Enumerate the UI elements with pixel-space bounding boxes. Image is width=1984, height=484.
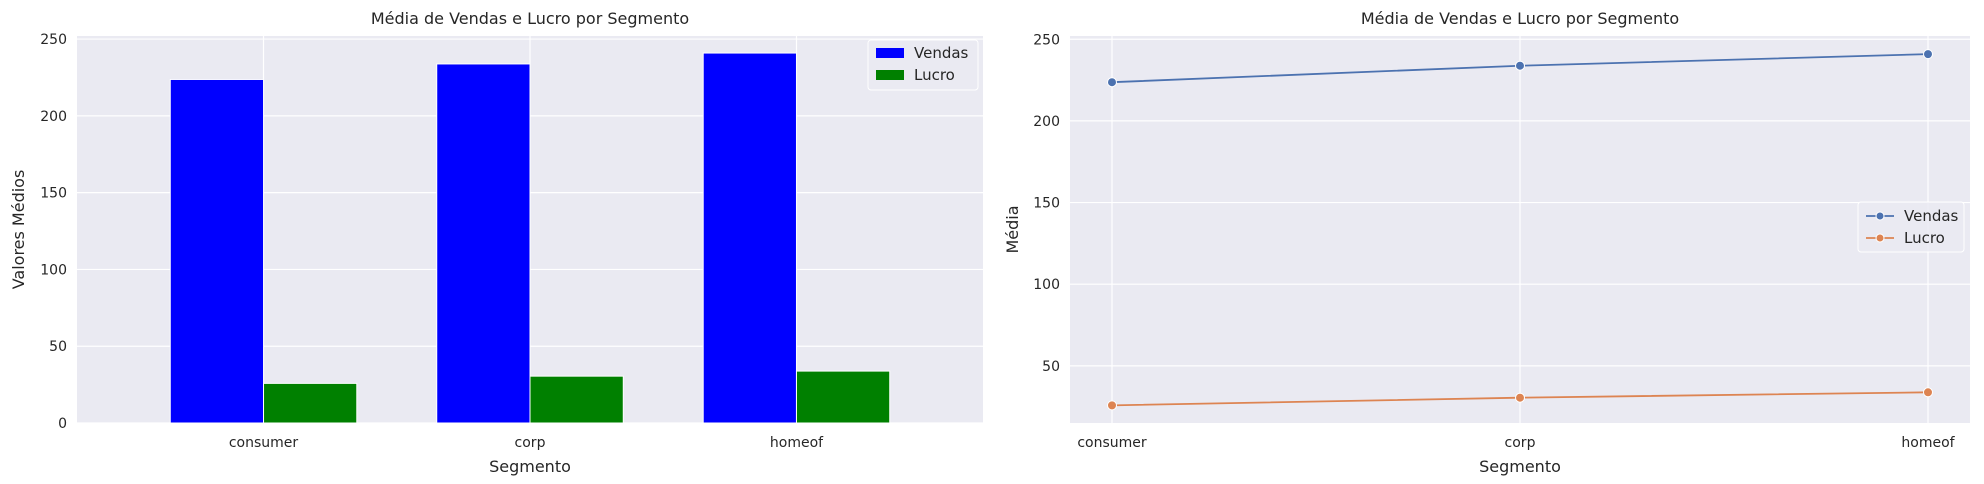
x-axis-label: Segmento [1479, 457, 1561, 476]
point-lucro-consumer [1107, 400, 1117, 411]
legend-swatch-vendas [876, 48, 904, 58]
bar-lucro-consumer [263, 382, 358, 424]
legend-label: Vendas [914, 44, 969, 62]
y-axis-label: Valores Médios [9, 170, 28, 290]
legend-label: Vendas [1904, 207, 1959, 225]
x-tick-label: homeof [770, 435, 824, 451]
point-vendas-homeof [1923, 49, 1933, 60]
chart-title: Média de Vendas e Lucro por Segmento [371, 9, 689, 28]
x-tick-label: consumer [1077, 435, 1147, 451]
bar-lucro-homeof [795, 370, 891, 424]
y-tick-label: 50 [49, 339, 67, 355]
legend-label: Lucro [1904, 229, 1945, 247]
legend-marker-lucro [1875, 233, 1885, 243]
legend-marker-vendas [1875, 211, 1885, 221]
bar-vendas-corp [436, 63, 531, 424]
y-axis-label: Média [1003, 205, 1022, 253]
point-lucro-corp [1515, 392, 1525, 403]
point-vendas-corp [1515, 60, 1525, 71]
y-tick-label: 0 [58, 416, 67, 432]
y-tick-label: 250 [40, 32, 67, 48]
y-tick-label: 100 [40, 262, 67, 278]
y-tick-label: 50 [1042, 359, 1060, 375]
x-tick-label: corp [1505, 435, 1536, 451]
x-axis-label: Segmento [489, 457, 571, 476]
y-tick-label: 250 [1033, 32, 1060, 48]
bar-lucro-corp [529, 375, 624, 424]
y-tick-label: 200 [1033, 114, 1060, 130]
y-tick-label: 150 [40, 186, 67, 202]
x-tick-label: consumer [229, 435, 299, 451]
y-tick-label: 150 [1033, 196, 1060, 212]
x-tick-label: corp [515, 435, 546, 451]
bar-vendas-consumer [169, 78, 265, 424]
y-tick-label: 200 [40, 109, 67, 125]
legend-box [1857, 201, 1965, 253]
point-vendas-consumer [1107, 77, 1117, 88]
x-tick-label: homeof [1901, 435, 1955, 451]
legend-swatch-lucro [876, 70, 904, 80]
bar-vendas-homeof [702, 52, 797, 424]
legend-label: Lucro [914, 66, 955, 84]
y-tick-label: 100 [1033, 277, 1060, 293]
point-lucro-homeof [1923, 387, 1933, 398]
chart-title: Média de Vendas e Lucro por Segmento [1361, 9, 1679, 28]
